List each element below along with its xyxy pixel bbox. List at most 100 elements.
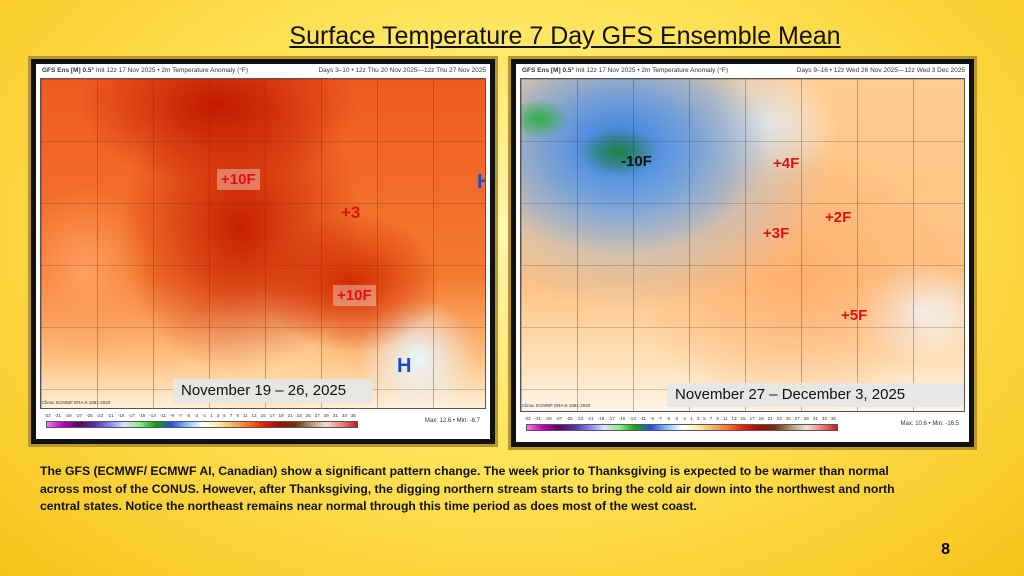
colorbar-tick-label: -11: [159, 413, 167, 418]
colorbar-tick-label: -31: [534, 416, 542, 421]
annotation-upper-midwest: +4F: [773, 155, 800, 172]
colorbar-tick-label: -17: [128, 413, 135, 418]
colorbar-tick-label: 3: [696, 416, 700, 421]
colorbar-tick-label: -5: [666, 416, 671, 421]
colorbar-tick-label: 7: [229, 413, 233, 418]
colorbar-tick-label: 3: [216, 413, 220, 418]
colorbar-tick-label: 27: [794, 416, 800, 421]
colorbar-tick-label: -9: [650, 416, 655, 421]
annotation-northwest: -10F: [621, 153, 652, 170]
climatology-note: Clima: ECMWF ERA-5 1991-2020: [522, 403, 591, 408]
colorbar-tick-label: -19: [117, 413, 125, 418]
colorbar-tick-label: -7: [178, 413, 183, 418]
colorbar-tick-label: -33: [524, 416, 531, 421]
colorbar-tick-label: 7: [709, 416, 713, 421]
map-header: GFS Ens [M] 0.5° Init 12z 17 Nov 2025 • …: [516, 64, 969, 78]
colorbar-tick-label: 33: [341, 413, 347, 418]
colorbar-tick-label: 11: [722, 416, 728, 421]
date-range-label: November 19 – 26, 2025: [173, 379, 373, 403]
colorbar-tick-label: -21: [587, 416, 594, 421]
colorbar-legend: Clima: ECMWF ERA-5 1991-2020 -33 -31 -29 -2…: [516, 403, 969, 442]
colorbar-legend: Clima: ECMWF ERA-5 1991-2020 -33 -31 -29 -2…: [36, 400, 490, 439]
colorbar-tick-label: 21: [767, 416, 773, 421]
init-info: Init 12z 17 Nov 2025 • 2m Temperature An…: [95, 67, 249, 74]
colorbar-tick-label: -1: [202, 413, 207, 418]
colorbar-tick-label: -11: [639, 416, 647, 421]
colorbar-tick-label: -23: [576, 416, 584, 421]
high-pressure-label: H: [397, 355, 412, 377]
colorbar-ticks: -33 -31 -29 -27 -25 -23 -21 -19 -17 -15 -13 -11 -9 -7…: [44, 413, 356, 418]
max-min: Max: 12.6 • Min: -6.7: [424, 418, 480, 424]
left-map-frame: GFS Ens [M] 0.5° Init 12z 17 Nov 2025 • …: [28, 56, 498, 447]
colorbar-tick-label: 17: [269, 413, 275, 418]
colorbar-tick-label: 5: [223, 413, 226, 418]
colorbar-tick-label: 9: [716, 416, 719, 421]
colorbar-tick-label: 9: [236, 413, 239, 418]
init-info: Init 12z 17 Nov 2025 • 2m Temperature An…: [575, 67, 729, 74]
colorbar-tick-label: -1: [682, 416, 687, 421]
map-header: GFS Ens [M] 0.5° Init 12z 17 Nov 2025 • …: [36, 64, 490, 78]
right-map-panel: GFS Ens [M] 0.5° Init 12z 17 Nov 2025 • …: [516, 64, 969, 442]
colorbar-tick-label: -33: [44, 413, 51, 418]
colorbar-tick-label: 17: [749, 416, 755, 421]
model-name: GFS Ens [M] 0.5°: [42, 67, 95, 74]
colorbar-tick-label: -29: [545, 416, 552, 421]
colorbar-tick-label: -25: [86, 413, 93, 418]
colorbar-tick-label: 1: [690, 416, 693, 421]
map-gridlines: [521, 79, 964, 411]
max-min: Max: 10.6 • Min: -16.5: [900, 421, 959, 427]
left-map-panel: GFS Ens [M] 0.5° Init 12z 17 Nov 2025 • …: [36, 64, 490, 439]
annotation-great-lakes: +2F: [825, 209, 852, 226]
colorbar-tick-label: -13: [149, 413, 156, 418]
colorbar-tick-label: -29: [65, 413, 72, 418]
climatology-note: Clima: ECMWF ERA-5 1991-2020: [42, 400, 111, 405]
colorbar-tick-label: 35: [350, 413, 356, 418]
colorbar-tick-label: 21: [287, 413, 293, 418]
colorbar-tick-label: -17: [608, 416, 615, 421]
colorbar-tick-label: 15: [260, 413, 266, 418]
map-gridlines: [41, 79, 485, 408]
model-name: GFS Ens [M] 0.5°: [522, 67, 575, 74]
colorbar-tick-label: 27: [314, 413, 320, 418]
colorbar-tick-label: -23: [96, 413, 104, 418]
colorbar-tick-label: -9: [170, 413, 175, 418]
high-pressure-label: H: [477, 171, 485, 194]
colorbar-tick-label: -27: [555, 416, 563, 421]
slide-title: Surface Temperature 7 Day GFS Ensemble M…: [289, 22, 841, 50]
colorbar-tick-label: 15: [740, 416, 746, 421]
temperature-anomaly-map: -10F +4F +2F +3F +5F November 27 – Decem…: [520, 78, 965, 412]
colorbar-tick-label: 13: [731, 416, 737, 421]
colorbar-tick-label: -3: [194, 413, 199, 418]
valid-range: Days 9–16 • 12z Wed 26 Nov 2025—12z Wed …: [796, 67, 965, 74]
colorbar-tick-label: 31: [812, 416, 818, 421]
annotation-southeast: +5F: [841, 307, 868, 324]
colorbar-tick-label: 31: [332, 413, 338, 418]
colorbar-tick-label: 19: [278, 413, 284, 418]
colorbar: [526, 424, 838, 431]
colorbar-tick-label: -3: [674, 416, 679, 421]
annotation-southeast: +10F: [333, 285, 376, 306]
colorbar-tick-label: -5: [186, 413, 191, 418]
page-number: 8: [941, 541, 950, 558]
valid-range: Days 3–10 • 12z Thu 20 Nov 2025—12z Thu …: [318, 67, 486, 74]
colorbar-ticks: -33 -31 -29 -27 -25 -23 -21 -19 -17 -15 -13 -11 -9 -7…: [524, 416, 836, 421]
colorbar-tick-label: -15: [618, 416, 626, 421]
colorbar-tick-label: -15: [138, 413, 146, 418]
colorbar-tick-label: 25: [305, 413, 311, 418]
colorbar-tick-label: 33: [821, 416, 827, 421]
colorbar-tick-label: 25: [785, 416, 791, 421]
colorbar-tick-label: -7: [658, 416, 663, 421]
body-paragraph: The GFS (ECMWF/ ECMWF AI, Canadian) show…: [40, 464, 895, 513]
temperature-anomaly-map: +10F +3 +10F H H November 19 – 26, 2025: [40, 78, 486, 409]
annotation-great-lakes: +3: [341, 203, 361, 222]
colorbar-tick-label: -21: [107, 413, 114, 418]
colorbar-tick-label: -31: [54, 413, 62, 418]
annotation-plains: +10F: [217, 169, 260, 190]
annotation-ohio-valley: +3F: [763, 225, 790, 242]
colorbar-tick-label: 19: [758, 416, 764, 421]
colorbar-tick-label: 13: [251, 413, 257, 418]
colorbar-tick-label: 23: [296, 413, 302, 418]
colorbar-tick-label: 11: [242, 413, 248, 418]
colorbar-tick-label: -19: [597, 416, 605, 421]
colorbar-tick-label: -13: [629, 416, 636, 421]
